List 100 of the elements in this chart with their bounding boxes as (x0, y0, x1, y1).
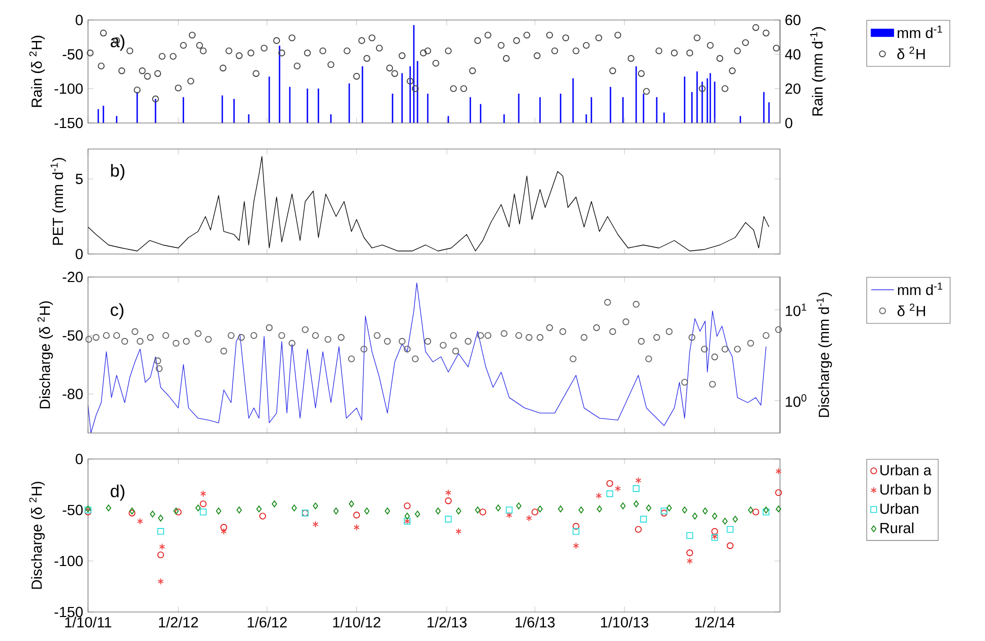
point (220, 528, 227, 535)
point (752, 508, 760, 516)
legend-label: δ $^{2}$H (897, 46, 925, 60)
y-tick-label: 0 (76, 454, 83, 464)
point (444, 516, 452, 523)
point (726, 526, 734, 533)
point (732, 516, 738, 523)
annotation: b) (111, 164, 124, 180)
point (195, 504, 201, 512)
x-tick-label: 1/6/13 (516, 616, 555, 628)
point (634, 526, 642, 533)
y2-tick-label: 10$^{0}$ (786, 394, 806, 407)
point (158, 514, 164, 522)
point (775, 489, 782, 496)
y2-tick-label: 20 (785, 83, 800, 94)
point (702, 508, 708, 514)
point (404, 512, 410, 520)
point (157, 528, 164, 535)
y-tick-label: -100 (54, 83, 83, 94)
point (348, 500, 354, 508)
point (506, 512, 512, 518)
y-tick-label: -50 (62, 49, 83, 60)
legend-label: mm d$^{-1}$ (898, 282, 942, 296)
point (614, 485, 621, 492)
y2-axis-title: Discharge (mm d$^{-1}$) (816, 292, 832, 417)
y2-tick-label: 40 (785, 49, 800, 60)
x-tick-label: 1/2/13 (428, 616, 467, 628)
point (726, 542, 734, 550)
y-tick-label: 0 (76, 248, 83, 260)
point (506, 506, 513, 514)
y2-tick-label: 0 (785, 118, 792, 128)
point (404, 502, 411, 510)
point (640, 516, 647, 523)
y-axis-title: Discharge (δ $^{2}$H) (29, 482, 45, 589)
legend-label: Urban b (880, 484, 931, 495)
point (444, 497, 452, 504)
point (686, 558, 693, 564)
point (333, 508, 339, 514)
y-axis-title: Rain (δ $^{2}$H) (29, 36, 45, 107)
point (532, 508, 538, 516)
point (572, 522, 580, 530)
line-series (88, 282, 766, 433)
legend-label: mm d$^{-1}$ (898, 26, 942, 38)
point (526, 514, 532, 522)
annotation: d) (110, 484, 124, 501)
y-tick-label: 0 (76, 14, 83, 26)
y2-tick-label: 10$^{1}$ (786, 304, 806, 316)
point (200, 500, 207, 508)
point (157, 551, 164, 558)
y-axis-title: PET (mm d$^{-1}$) (50, 158, 66, 245)
x-tick-label: 1/10/12 (333, 616, 380, 628)
point (596, 506, 602, 512)
annotation: c) (110, 303, 124, 320)
point (456, 508, 462, 514)
point (200, 490, 206, 498)
y2-axis-title: Rain (mm d$^{-1}$) (810, 27, 826, 116)
point (537, 506, 543, 512)
point (496, 504, 501, 512)
point (256, 506, 262, 512)
point (475, 506, 480, 514)
point (158, 578, 164, 585)
point (220, 524, 228, 531)
point (384, 508, 390, 514)
point (414, 510, 420, 518)
point (174, 508, 182, 516)
point (173, 508, 179, 514)
y-tick-label: -50 (62, 330, 83, 341)
point (578, 506, 584, 514)
x-tick-label: 1/6/12 (248, 616, 287, 628)
y2-tick-label: 60 (785, 14, 800, 26)
point (572, 528, 580, 535)
legend-label: δ $^{2}$H (898, 304, 926, 316)
point (159, 543, 166, 550)
point (596, 492, 602, 500)
point (259, 512, 266, 520)
point (272, 500, 278, 508)
point (666, 504, 672, 512)
point (106, 504, 112, 512)
point (435, 508, 441, 514)
point (634, 500, 639, 508)
point (748, 506, 754, 514)
y-tick-label: -20 (62, 272, 83, 282)
point (236, 506, 242, 514)
point (711, 528, 718, 535)
point (364, 508, 370, 514)
point (646, 504, 652, 512)
y-tick-label: 5 (76, 174, 83, 184)
point (606, 490, 614, 498)
y-tick-label: -50 (62, 504, 83, 516)
y-tick-label: -150 (54, 606, 83, 618)
x-tick-label: 1/10/13 (601, 616, 648, 628)
y-tick-label: -100 (54, 556, 83, 566)
point (200, 508, 207, 516)
point (712, 512, 718, 520)
point (632, 485, 640, 492)
point (692, 512, 698, 520)
point (216, 508, 222, 514)
point (635, 477, 642, 484)
point (292, 504, 297, 512)
point (312, 502, 318, 510)
